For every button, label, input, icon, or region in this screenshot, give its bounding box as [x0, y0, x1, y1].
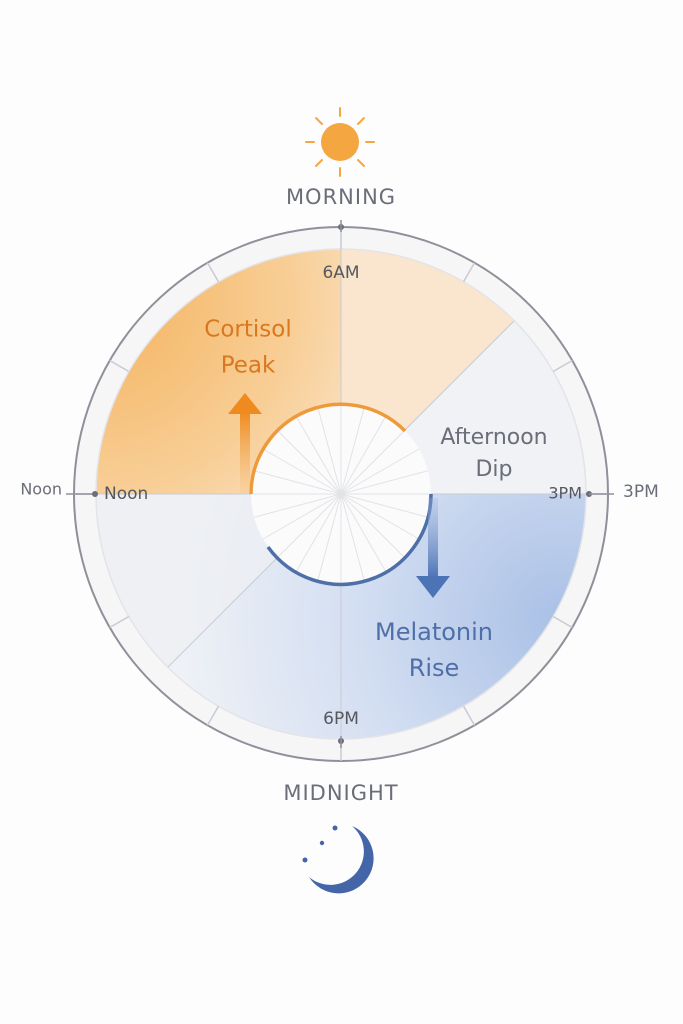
line — [340, 493, 420, 540]
line — [462, 705, 476, 726]
label-noon-outer: Noon — [20, 480, 62, 499]
line — [295, 493, 342, 573]
label-6pm: 6PM — [323, 709, 359, 729]
line — [552, 359, 573, 373]
line — [462, 262, 476, 283]
line — [340, 493, 387, 573]
cortisol-line1: Cortisol — [204, 317, 291, 343]
line — [340, 415, 387, 495]
line — [206, 705, 220, 726]
top-label: MORNING — [286, 185, 396, 209]
afternoon-line2: Dip — [475, 457, 512, 482]
line — [317, 493, 342, 582]
line — [295, 415, 342, 495]
line — [340, 430, 405, 495]
cortisol-line2: Peak — [221, 353, 276, 379]
label-3pm-outer: 3PM — [623, 482, 659, 502]
line — [340, 493, 365, 582]
cortisol-arc — [249, 402, 407, 495]
line — [277, 493, 342, 558]
label-3pm-inner: 3PM — [548, 484, 582, 503]
line — [253, 493, 342, 518]
line — [340, 493, 429, 518]
line — [340, 448, 420, 495]
line — [340, 493, 405, 558]
line — [253, 470, 342, 495]
line — [552, 615, 573, 629]
line — [109, 359, 130, 373]
melatonin-line2: Rise — [409, 654, 460, 682]
sun-icon — [305, 107, 375, 177]
cortisol-arrow — [240, 412, 250, 494]
line — [340, 406, 365, 495]
line — [340, 470, 429, 495]
melatonin-arrow — [428, 498, 438, 578]
afternoon-line1: Afternoon — [440, 425, 547, 450]
line — [277, 430, 342, 495]
melatonin-arc — [266, 493, 433, 587]
cortisol-arrowhead — [228, 393, 262, 414]
line — [317, 406, 342, 495]
moon-icon — [302, 825, 374, 894]
label-6am: 6AM — [322, 263, 359, 283]
bottom-label: MIDNIGHT — [283, 781, 398, 805]
line — [262, 448, 342, 495]
melatonin-line1: Melatonin — [375, 618, 493, 646]
axis-lines — [66, 220, 614, 748]
line — [206, 262, 220, 283]
melatonin-arrowhead — [416, 576, 450, 598]
center-spokes — [251, 404, 431, 584]
line — [109, 615, 130, 629]
line — [262, 493, 342, 540]
label-noon-inner: Noon — [104, 484, 148, 504]
